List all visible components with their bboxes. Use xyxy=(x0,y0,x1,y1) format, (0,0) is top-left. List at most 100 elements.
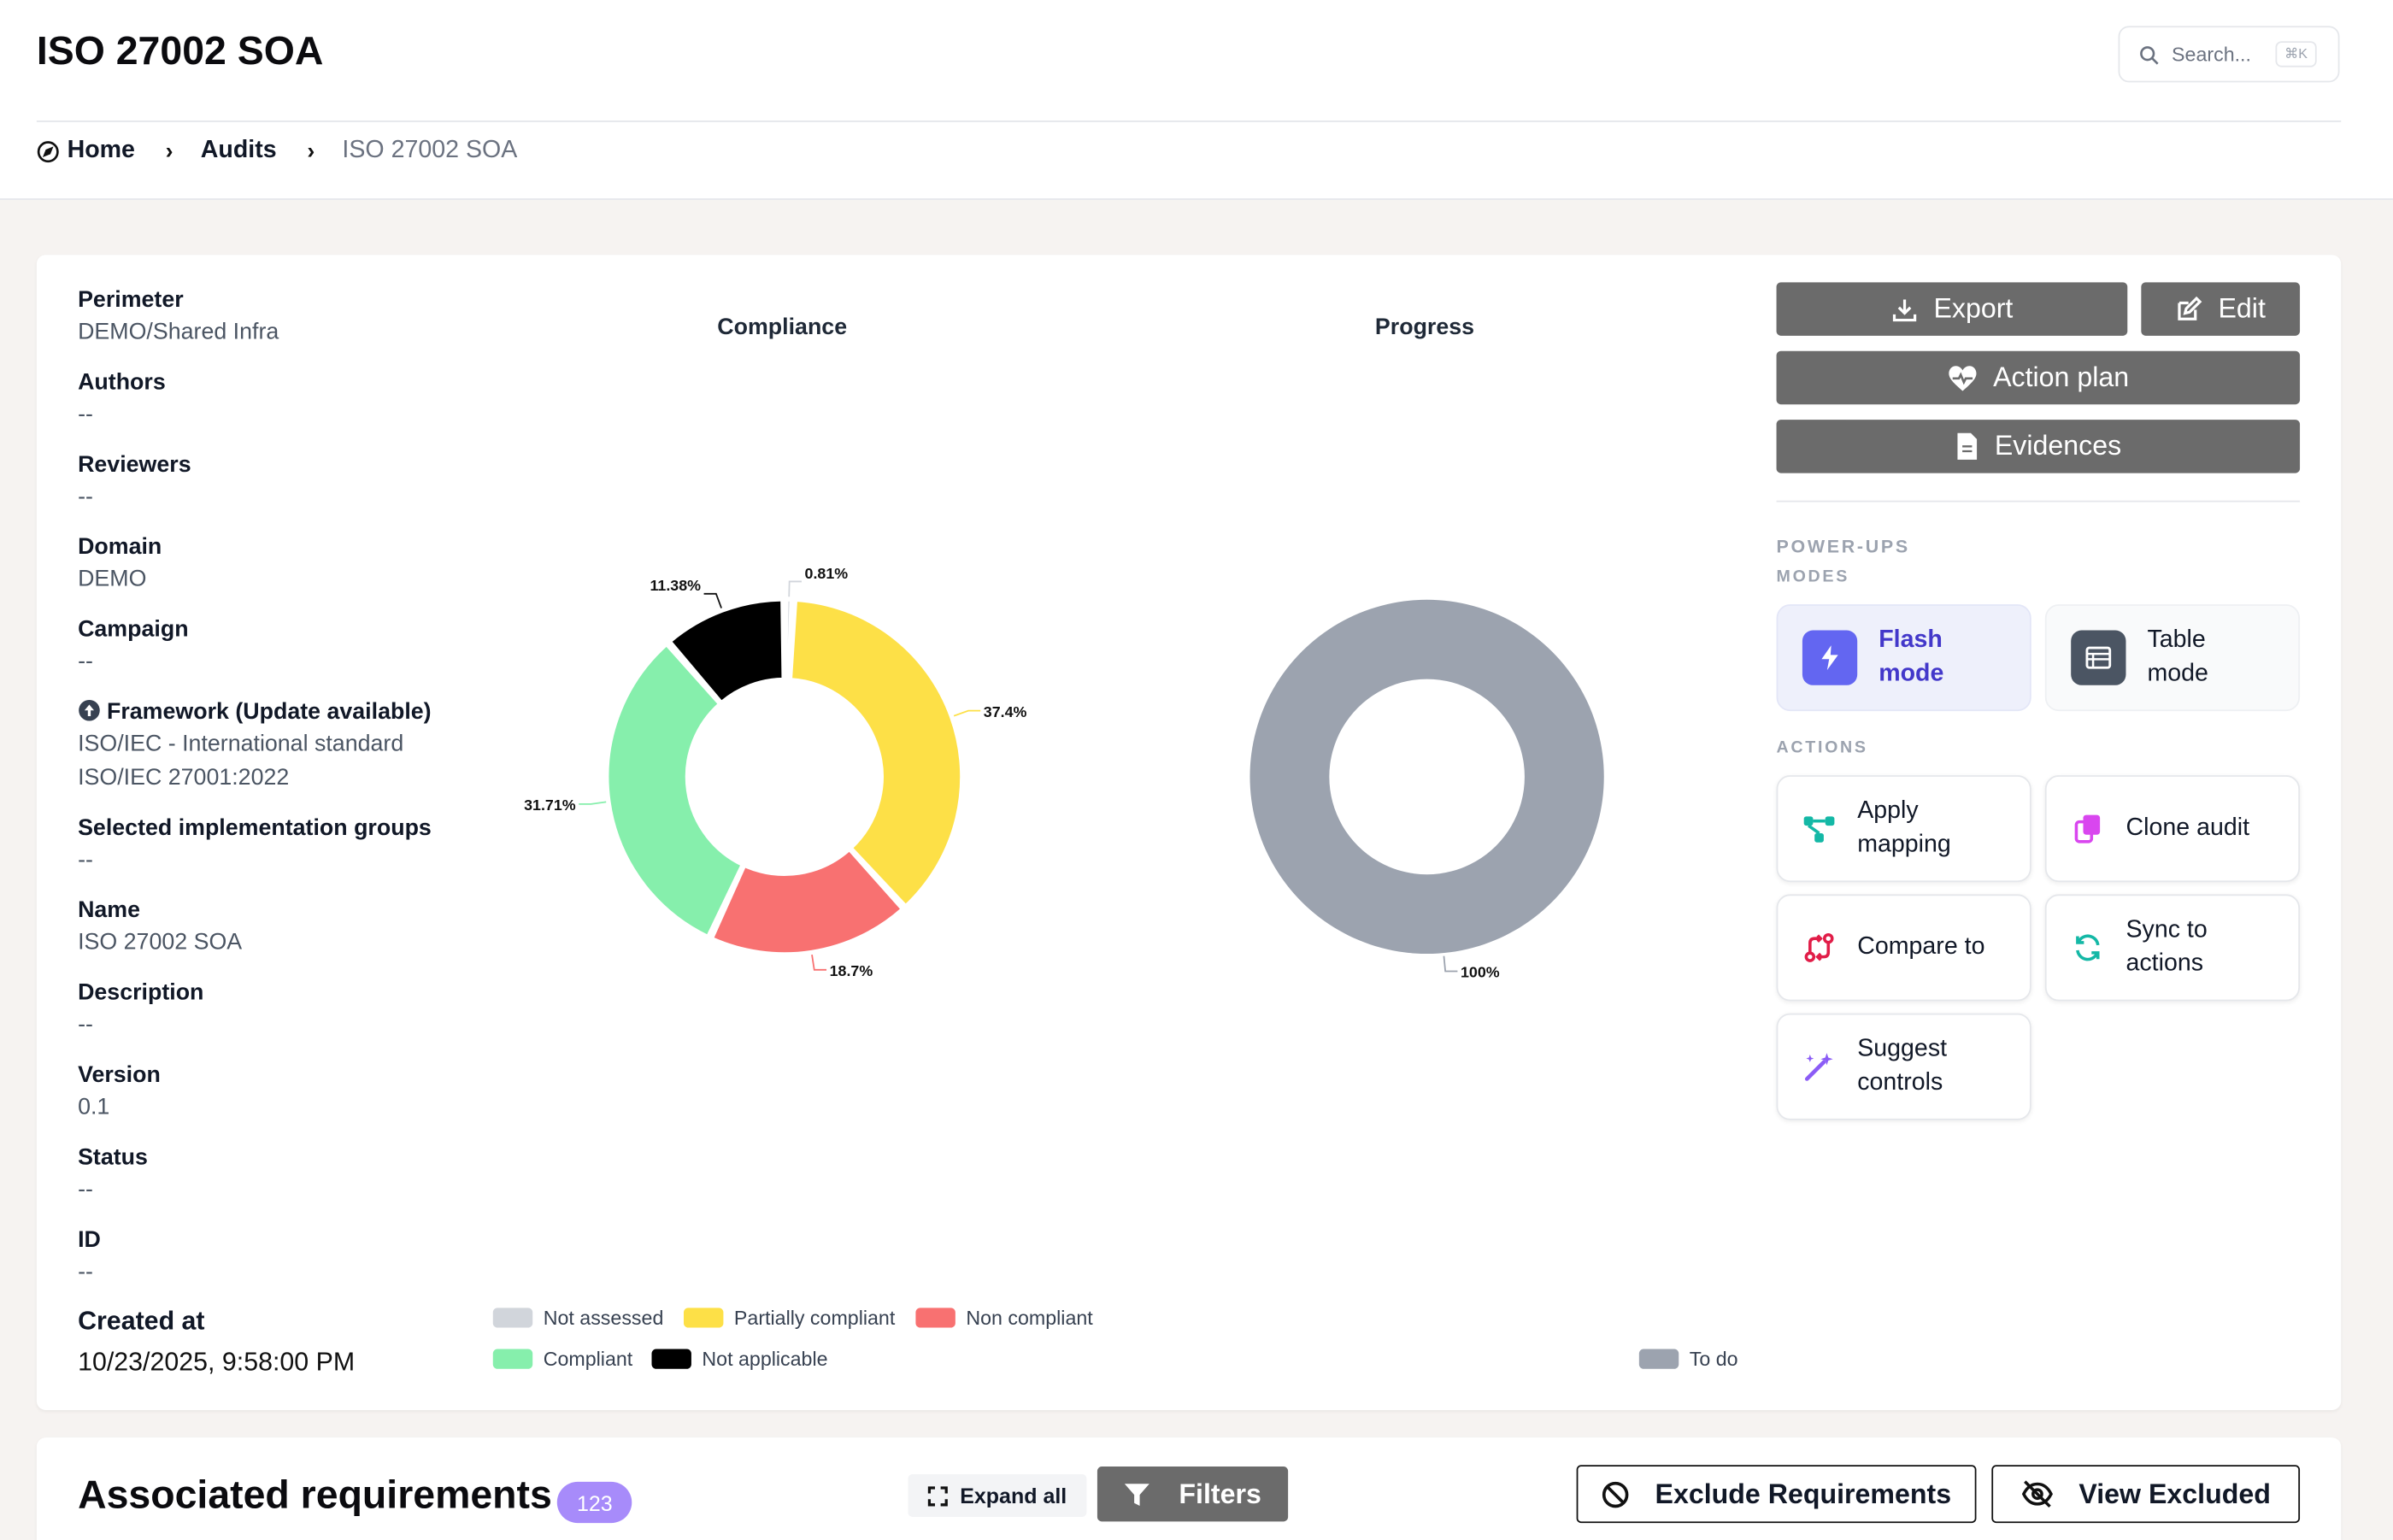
filters-button[interactable]: Filters xyxy=(1097,1467,1289,1522)
legend-label: Not assessed xyxy=(543,1306,664,1330)
evidences-label: Evidences xyxy=(1994,430,2122,461)
table-mode-label-1: Table xyxy=(2147,626,2206,654)
legend-swatch xyxy=(915,1308,955,1328)
label-leader-line xyxy=(811,955,827,971)
legend-label: Compliant xyxy=(543,1347,633,1371)
perimeter-label: Perimeter xyxy=(78,286,184,314)
table-mode-button[interactable]: Table mode xyxy=(2044,604,2301,712)
audit-metadata: Perimeter DEMO/Shared Infra Authors -- Rev… xyxy=(78,285,474,1308)
legend-compliant[interactable]: Compliant xyxy=(492,1347,633,1371)
divider xyxy=(36,120,2342,122)
download-icon xyxy=(1892,298,1917,321)
legend-not-applicable[interactable]: Not applicable xyxy=(651,1347,828,1371)
exclude-requirements-button[interactable]: Exclude Requirements xyxy=(1576,1465,1977,1524)
breadcrumb-audits[interactable]: Audits xyxy=(200,137,277,164)
framework-name: ISO/IEC 27001:2022 xyxy=(78,764,290,791)
compass-icon xyxy=(37,140,59,162)
name-value: ISO 27002 SOA xyxy=(78,929,243,955)
domain-value: DEMO xyxy=(78,566,147,592)
sync-to-actions-button[interactable]: Sync to actions xyxy=(2044,894,2301,1002)
reviewers-value: -- xyxy=(78,484,93,510)
legend-not-assessed[interactable]: Not assessed xyxy=(492,1306,664,1330)
perimeter-value: DEMO/Shared Infra xyxy=(78,319,279,345)
evidences-button[interactable]: Evidences xyxy=(1776,420,2301,473)
modes-label: MODES xyxy=(1776,567,1849,586)
export-button[interactable]: Export xyxy=(1776,282,2128,336)
framework-label: Framework (Update available) xyxy=(78,697,474,728)
edit-button[interactable]: Edit xyxy=(2141,282,2301,336)
suggest-label-2: controls xyxy=(1857,1069,1943,1096)
apply-mapping-label-1: Apply xyxy=(1857,797,1919,825)
donut-slice-not-assessed[interactable] xyxy=(784,598,793,681)
sync-label-1: Sync to xyxy=(2125,917,2208,943)
slice-value-label: 100% xyxy=(1461,964,1500,981)
breadcrumb-home[interactable]: Home xyxy=(67,137,135,164)
framework-provider: ISO/IEC - International standard xyxy=(78,731,404,757)
exclude-requirements-label: Exclude Requirements xyxy=(1655,1478,1952,1509)
view-excluded-button[interactable]: View Excluded xyxy=(1991,1465,2301,1524)
label-leader-line xyxy=(579,801,607,805)
legend-to-do[interactable]: To do xyxy=(1638,1347,1738,1371)
donut-slice-compliant[interactable] xyxy=(605,643,744,938)
view-excluded-label: View Excluded xyxy=(2078,1478,2271,1509)
donut-slice-to-do[interactable] xyxy=(1249,599,1604,955)
clone-audit-label: Clone audit xyxy=(2125,814,2250,841)
action-plan-label: Action plan xyxy=(1993,361,2130,392)
suggest-label-1: Suggest xyxy=(1857,1036,1948,1062)
magic-wand-icon xyxy=(1802,1051,1836,1082)
compare-to-label: Compare to xyxy=(1857,933,1985,961)
clone-icon xyxy=(2071,814,2104,844)
divider xyxy=(1776,500,2301,503)
legend-label: To do xyxy=(1689,1347,1738,1371)
slice-value-label: 31.71% xyxy=(524,796,576,814)
status-value: -- xyxy=(78,1176,93,1203)
name-label: Name xyxy=(78,896,141,924)
breadcrumb: Home › Audits › ISO 27002 SOA xyxy=(37,134,517,168)
legend-partially-compliant[interactable]: Partially compliant xyxy=(683,1306,896,1330)
update-available-icon[interactable] xyxy=(78,699,101,722)
legend-label: Not applicable xyxy=(702,1347,828,1371)
version-value: 0.1 xyxy=(78,1094,110,1120)
flash-mode-label-1: Flash xyxy=(1879,626,1943,654)
file-icon xyxy=(1957,432,1978,460)
donut-slice-partially-compliant[interactable] xyxy=(789,598,963,908)
apply-mapping-button[interactable]: Apply mapping xyxy=(1776,775,2031,883)
slice-value-label: 0.81% xyxy=(805,565,849,582)
donut-slice-non-compliant[interactable] xyxy=(710,848,904,955)
domain-label: Domain xyxy=(78,533,162,561)
action-plan-button[interactable]: Action plan xyxy=(1776,350,2301,405)
page-title: ISO 27002 SOA xyxy=(36,27,324,73)
clone-audit-button[interactable]: Clone audit xyxy=(2044,775,2301,883)
legend-label: Partially compliant xyxy=(733,1306,896,1330)
created-at: Created at 10/23/2025, 9:58:00 PM xyxy=(78,1303,355,1385)
lightning-icon xyxy=(1802,630,1858,685)
compare-to-button[interactable]: Compare to xyxy=(1776,894,2031,1002)
created-value: 10/23/2025, 9:58:00 PM xyxy=(78,1347,356,1377)
chevron-right-icon: › xyxy=(165,138,173,164)
id-label: ID xyxy=(78,1226,101,1254)
search-shortcut: ⌘K xyxy=(2275,41,2317,68)
power-ups-label: POWER-UPS xyxy=(1776,535,1910,557)
eye-slash-icon xyxy=(2022,1480,2054,1508)
flash-mode-button[interactable]: Flash mode xyxy=(1776,604,2031,712)
label-leader-line xyxy=(1443,955,1458,973)
donut-slice-not-applicable[interactable] xyxy=(668,598,785,704)
version-label: Version xyxy=(78,1061,161,1089)
authors-label: Authors xyxy=(78,369,166,396)
legend-swatch xyxy=(492,1349,533,1369)
reviewers-label: Reviewers xyxy=(78,451,191,478)
slice-value-label: 18.7% xyxy=(830,962,873,979)
expand-all-button[interactable]: Expand all xyxy=(908,1473,1087,1517)
breadcrumb-current: ISO 27002 SOA xyxy=(342,137,518,164)
suggest-controls-button[interactable]: Suggest controls xyxy=(1776,1013,2031,1120)
search-placeholder: Search... xyxy=(2172,42,2251,66)
compliance-chart-title: Compliance xyxy=(717,314,848,341)
filters-label: Filters xyxy=(1179,1478,1261,1509)
description-value: -- xyxy=(78,1011,93,1038)
export-label: Export xyxy=(1933,292,2014,324)
authors-value: -- xyxy=(78,401,93,427)
search-input[interactable]: Search... ⌘K xyxy=(2118,26,2340,83)
legend-swatch xyxy=(1638,1349,1679,1369)
legend-non-compliant[interactable]: Non compliant xyxy=(915,1307,1093,1329)
implementation-groups-value: -- xyxy=(78,847,93,873)
